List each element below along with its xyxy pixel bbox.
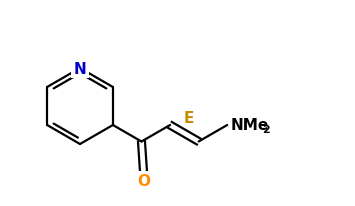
Text: N: N: [73, 61, 86, 76]
Text: NMe: NMe: [230, 117, 268, 132]
Text: O: O: [137, 173, 150, 188]
Text: 2: 2: [262, 124, 270, 134]
Text: E: E: [183, 110, 193, 125]
